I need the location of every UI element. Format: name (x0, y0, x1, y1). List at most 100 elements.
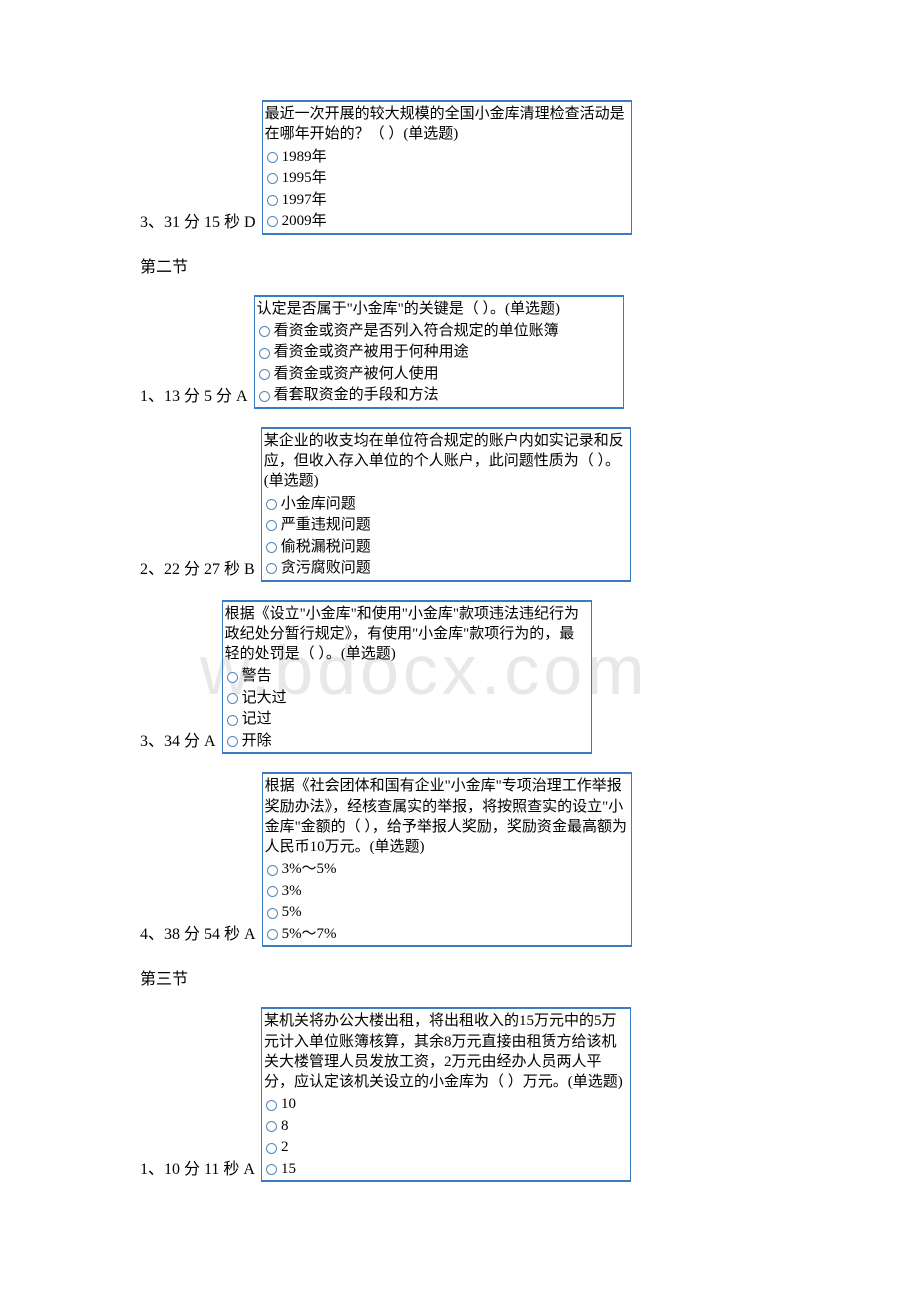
question-label: 2、22 分 27 秒 B (140, 555, 255, 582)
option-row[interactable]: 看资金或资产被用于何种用途 (255, 342, 623, 364)
option-row[interactable]: 2009年 (263, 211, 631, 233)
radio-icon[interactable] (266, 542, 277, 553)
option-text: 记过 (242, 710, 272, 730)
question-label: 1、10 分 11 秒 A (140, 1155, 255, 1182)
option-text: 2 (281, 1138, 289, 1158)
radio-icon[interactable] (259, 348, 270, 359)
content-area: 3、31 分 15 秒 D最近一次开展的较大规模的全国小金库清理检查活动是在哪年… (140, 100, 780, 1182)
radio-icon[interactable] (259, 369, 270, 380)
option-text: 偷税漏税问题 (281, 538, 371, 558)
option-row[interactable]: 5% (263, 902, 631, 924)
option-row[interactable]: 3%～5% (263, 859, 631, 881)
option-text: 5% (282, 903, 302, 923)
section-heading: 第三节 (140, 965, 780, 989)
question-text: 根据《社会团体和国有企业"小金库"专项治理工作举报奖励办法》，经核查属实的举报，… (263, 774, 631, 859)
option-row[interactable]: 看套取资金的手段和方法 (255, 385, 623, 407)
option-text: 看资金或资产被用于何种用途 (274, 343, 469, 363)
question-box: 认定是否属于"小金库"的关键是（ ）。(单选题)看资金或资产是否列入符合规定的单… (254, 295, 624, 409)
radio-icon[interactable] (267, 865, 278, 876)
question-label: 3、34 分 A (140, 727, 216, 754)
question-row: 3、34 分 A 根据《设立"小金库"和使用"小金库"款项违法违纪行为政纪处分暂行… (140, 600, 780, 755)
option-text: 8 (281, 1117, 289, 1137)
option-row[interactable]: 1989年 (263, 147, 631, 169)
option-row[interactable]: 10 (262, 1094, 630, 1116)
radio-icon[interactable] (267, 908, 278, 919)
option-row[interactable]: 1997年 (263, 190, 631, 212)
question-text: 某企业的收支均在单位符合规定的账户内如实记录和反应，但收入存入单位的个人账户，此… (262, 429, 630, 494)
option-text: 3%～5% (282, 860, 337, 880)
option-text: 2009年 (282, 212, 327, 232)
option-text: 15 (281, 1160, 296, 1180)
radio-icon[interactable] (266, 1121, 277, 1132)
question-label: 3、31 分 15 秒 D (140, 208, 256, 235)
question-text: 根据《设立"小金库"和使用"小金库"款项违法违纪行为政纪处分暂行规定》，有使用"… (223, 602, 591, 667)
question-text: 最近一次开展的较大规模的全国小金库清理检查活动是在哪年开始的？（ ）(单选题) (263, 102, 631, 147)
question-label: 4、38 分 54 秒 A (140, 920, 256, 947)
option-row[interactable]: 偷税漏税问题 (262, 537, 630, 559)
option-text: 看资金或资产是否列入符合规定的单位账簿 (274, 322, 559, 342)
option-row[interactable]: 3% (263, 881, 631, 903)
option-text: 贪污腐败问题 (281, 559, 371, 579)
radio-icon[interactable] (266, 499, 277, 510)
question-text: 某机关将办公大楼出租，将出租收入的15万元中的5万元计入单位账簿核算，其余8万元… (262, 1009, 630, 1094)
option-row[interactable]: 记大过 (223, 688, 591, 710)
option-text: 10 (281, 1095, 296, 1115)
question-row: 2、22 分 27 秒 B 某企业的收支均在单位符合规定的账户内如实记录和反应，但… (140, 427, 780, 582)
question-box: 最近一次开展的较大规模的全国小金库清理检查活动是在哪年开始的？（ ）(单选题)1… (262, 100, 632, 235)
radio-icon[interactable] (267, 886, 278, 897)
option-row[interactable]: 15 (262, 1159, 630, 1181)
question-box: 某企业的收支均在单位符合规定的账户内如实记录和反应，但收入存入单位的个人账户，此… (261, 427, 631, 582)
option-row[interactable]: 贪污腐败问题 (262, 558, 630, 580)
option-text: 严重违规问题 (281, 516, 371, 536)
option-text: 3% (282, 882, 302, 902)
section-heading: 第二节 (140, 253, 780, 277)
radio-icon[interactable] (227, 693, 238, 704)
radio-icon[interactable] (267, 216, 278, 227)
radio-icon[interactable] (267, 152, 278, 163)
option-row[interactable]: 2 (262, 1137, 630, 1159)
option-text: 1997年 (282, 191, 327, 211)
option-text: 记大过 (242, 689, 287, 709)
radio-icon[interactable] (266, 520, 277, 531)
question-box: 某机关将办公大楼出租，将出租收入的15万元中的5万元计入单位账簿核算，其余8万元… (261, 1007, 631, 1182)
option-row[interactable]: 1995年 (263, 168, 631, 190)
option-row[interactable]: 看资金或资产被何人使用 (255, 364, 623, 386)
option-text: 开除 (242, 732, 272, 752)
radio-icon[interactable] (259, 326, 270, 337)
radio-icon[interactable] (266, 563, 277, 574)
question-label: 1、13 分 5 分 A (140, 382, 248, 409)
radio-icon[interactable] (227, 736, 238, 747)
option-row[interactable]: 开除 (223, 731, 591, 753)
question-box: 根据《设立"小金库"和使用"小金库"款项违法违纪行为政纪处分暂行规定》，有使用"… (222, 600, 592, 755)
option-text: 看套取资金的手段和方法 (274, 386, 439, 406)
radio-icon[interactable] (267, 929, 278, 940)
option-row[interactable]: 小金库问题 (262, 494, 630, 516)
option-row[interactable]: 严重违规问题 (262, 515, 630, 537)
option-row[interactable]: 8 (262, 1116, 630, 1138)
question-row: 1、10 分 11 秒 A 某机关将办公大楼出租，将出租收入的15万元中的5万元计… (140, 1007, 780, 1182)
option-text: 警告 (242, 667, 272, 687)
option-row[interactable]: 警告 (223, 666, 591, 688)
question-box: 根据《社会团体和国有企业"小金库"专项治理工作举报奖励办法》，经核查属实的举报，… (262, 772, 632, 947)
radio-icon[interactable] (266, 1143, 277, 1154)
option-text: 看资金或资产被何人使用 (274, 365, 439, 385)
option-row[interactable]: 看资金或资产是否列入符合规定的单位账簿 (255, 321, 623, 343)
option-text: 5%～7% (282, 925, 337, 945)
radio-icon[interactable] (227, 672, 238, 683)
radio-icon[interactable] (266, 1164, 277, 1175)
radio-icon[interactable] (267, 173, 278, 184)
radio-icon[interactable] (259, 391, 270, 402)
radio-icon[interactable] (267, 195, 278, 206)
radio-icon[interactable] (227, 715, 238, 726)
option-row[interactable]: 记过 (223, 709, 591, 731)
radio-icon[interactable] (266, 1100, 277, 1111)
document-page: w.bdocx.com 3、31 分 15 秒 D最近一次开展的较大规模的全国小… (0, 0, 920, 1300)
question-row: 4、38 分 54 秒 A 根据《社会团体和国有企业"小金库"专项治理工作举报奖励… (140, 772, 780, 947)
question-text: 认定是否属于"小金库"的关键是（ ）。(单选题) (255, 297, 623, 321)
option-row[interactable]: 5%～7% (263, 924, 631, 946)
option-text: 1995年 (282, 169, 327, 189)
question-row: 3、31 分 15 秒 D最近一次开展的较大规模的全国小金库清理检查活动是在哪年… (140, 100, 780, 235)
option-text: 小金库问题 (281, 495, 356, 515)
question-row: 1、13 分 5 分 A认定是否属于"小金库"的关键是（ ）。(单选题)看资金或… (140, 295, 780, 409)
option-text: 1989年 (282, 148, 327, 168)
